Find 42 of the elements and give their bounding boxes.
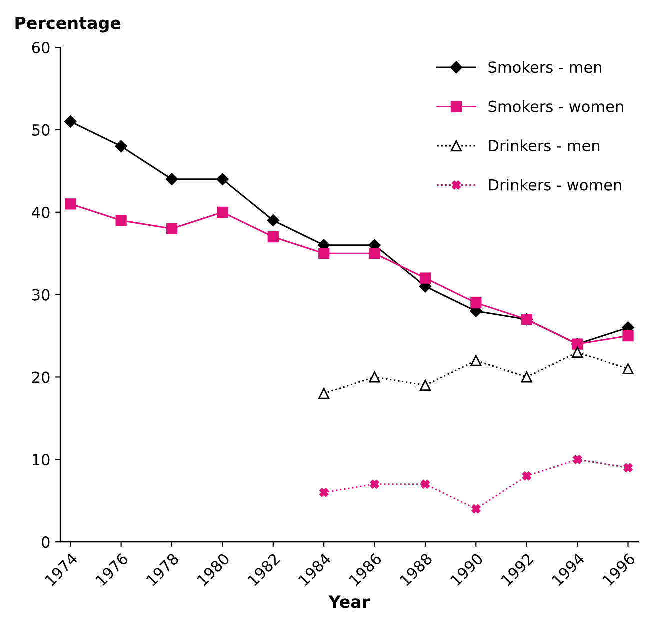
point (521, 372, 532, 383)
point (420, 272, 432, 284)
point (622, 330, 634, 342)
y-tick-label: 20 (32, 372, 50, 384)
point (166, 173, 178, 186)
point (470, 297, 482, 309)
point (318, 248, 330, 260)
point (115, 140, 128, 153)
point (472, 504, 481, 514)
point (369, 248, 380, 260)
point (522, 472, 532, 481)
point (573, 455, 582, 464)
point (268, 232, 279, 243)
point (420, 480, 430, 489)
point (217, 206, 228, 218)
point (318, 388, 330, 400)
y-tick-label: 40 (32, 206, 50, 218)
legend-label: Smokers - men (488, 61, 602, 74)
point (64, 116, 77, 128)
y-tick-label: 10 (32, 454, 50, 466)
point (166, 223, 178, 234)
point (267, 214, 280, 227)
x-axis-title: Year (328, 596, 370, 608)
y-axis-title: Percentage (16, 16, 121, 33)
point (572, 346, 584, 358)
legend-label: Drinkers - men (489, 140, 600, 152)
y-tick-label: 30 (32, 289, 50, 301)
point (622, 363, 634, 375)
point (116, 215, 127, 226)
point (65, 198, 76, 210)
point (370, 480, 380, 489)
point (369, 372, 380, 383)
point (624, 463, 633, 472)
point (420, 380, 432, 392)
point (470, 355, 482, 366)
y-tick-label: 60 (32, 42, 50, 54)
point (320, 488, 329, 498)
legend-label: Smokers - women (488, 100, 624, 112)
y-tick-label: 0 (42, 536, 50, 548)
y-tick-label: 50 (32, 124, 50, 136)
point (216, 173, 229, 186)
legend-label: Drinkers - women (489, 178, 622, 191)
